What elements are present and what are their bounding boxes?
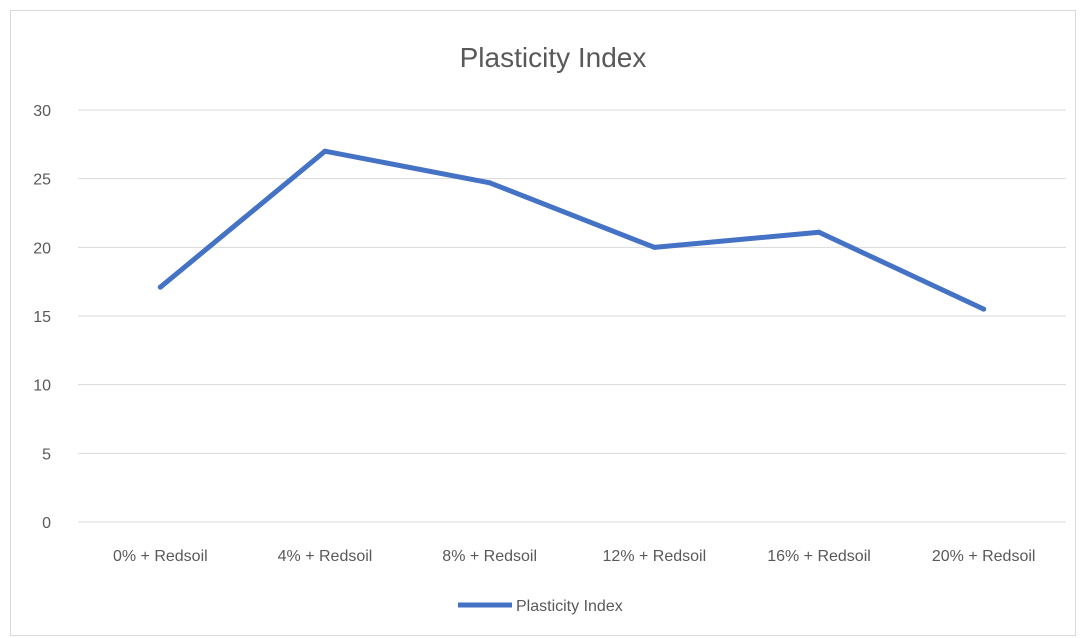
data-point [487,180,493,186]
x-tick-label: 16% + Redsoil [767,548,871,565]
data-point [651,244,657,250]
x-tick-label: 8% + Redsoil [442,548,537,565]
data-point [157,284,163,290]
chart-title: Plasticity Index [460,42,647,73]
x-tick-label: 0% + Redsoil [113,548,208,565]
chart-frame [10,10,1076,636]
legend: Plasticity Index [458,598,623,615]
grid-lines [78,109,1066,523]
y-tick-label: 0 [42,515,51,532]
series-group [157,148,987,312]
x-tick-label: 4% + Redsoil [278,548,373,565]
x-tick-label: 20% + Redsoil [932,548,1036,565]
legend-label: Plasticity Index [516,598,623,615]
data-point [981,306,987,312]
data-point [322,148,328,154]
y-tick-label: 20 [33,240,51,257]
y-tick-label: 5 [42,446,51,463]
x-tick-label: 12% + Redsoil [603,548,707,565]
data-point [816,229,822,235]
series-line [157,148,987,312]
y-tick-label: 30 [33,103,51,120]
y-axis-ticks: 0 5 10 15 20 25 30 [33,103,51,532]
y-tick-label: 25 [33,172,51,189]
x-axis-ticks: 0% + Redsoil 4% + Redsoil 8% + Redsoil 12% … [113,548,1036,565]
y-tick-label: 10 [33,378,51,395]
y-tick-label: 15 [33,309,51,326]
